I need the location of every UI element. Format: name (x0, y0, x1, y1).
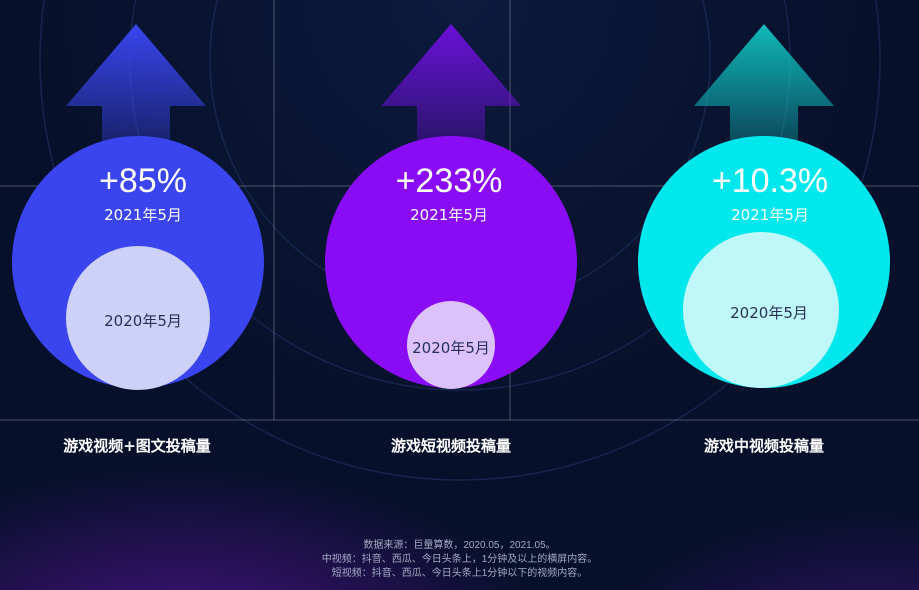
footer-line-source: 数据来源：巨量算数，2020.05，2021.05。 (363, 540, 556, 551)
category-label: 游戏短视频投稿量 (391, 437, 511, 455)
inner-circle (66, 246, 210, 390)
growth-label: +10.3% (712, 162, 828, 200)
category-label: 游戏视频+图文投稿量 (63, 437, 211, 455)
outer-label: 2021年5月 (104, 206, 182, 224)
outer-label: 2021年5月 (410, 206, 488, 224)
growth-arrow-icon (694, 24, 834, 190)
inner-label: 2020年5月 (104, 312, 182, 330)
inner-label: 2020年5月 (412, 339, 490, 357)
growth-arrow-icon (66, 24, 206, 190)
growth-arrow-icon (381, 24, 521, 190)
outer-circle (325, 136, 577, 388)
inner-circle (683, 232, 839, 388)
panel-mid-video: +10.3% 2021年5月 2020年5月 游戏中视频投稿量 (638, 24, 890, 455)
outer-label: 2021年5月 (731, 206, 809, 224)
inner-circle (407, 301, 495, 389)
panel-video-and-text: +85% 2021年5月 2020年5月 游戏视频+图文投稿量 (12, 24, 264, 455)
growth-label: +85% (99, 162, 187, 200)
inner-label: 2020年5月 (730, 304, 808, 322)
footer-line-short-video: 短视频：抖音、西瓜、今日头条上1分钟以下的视频内容。 (331, 568, 588, 579)
category-label: 游戏中视频投稿量 (704, 437, 824, 455)
footer-line-mid-video: 中视频：抖音、西瓜、今日头条上，1分钟及以上的横屏内容。 (321, 554, 598, 565)
panel-short-video: +233% 2021年5月 2020年5月 游戏短视频投稿量 (325, 24, 577, 455)
growth-label: +233% (396, 162, 503, 200)
